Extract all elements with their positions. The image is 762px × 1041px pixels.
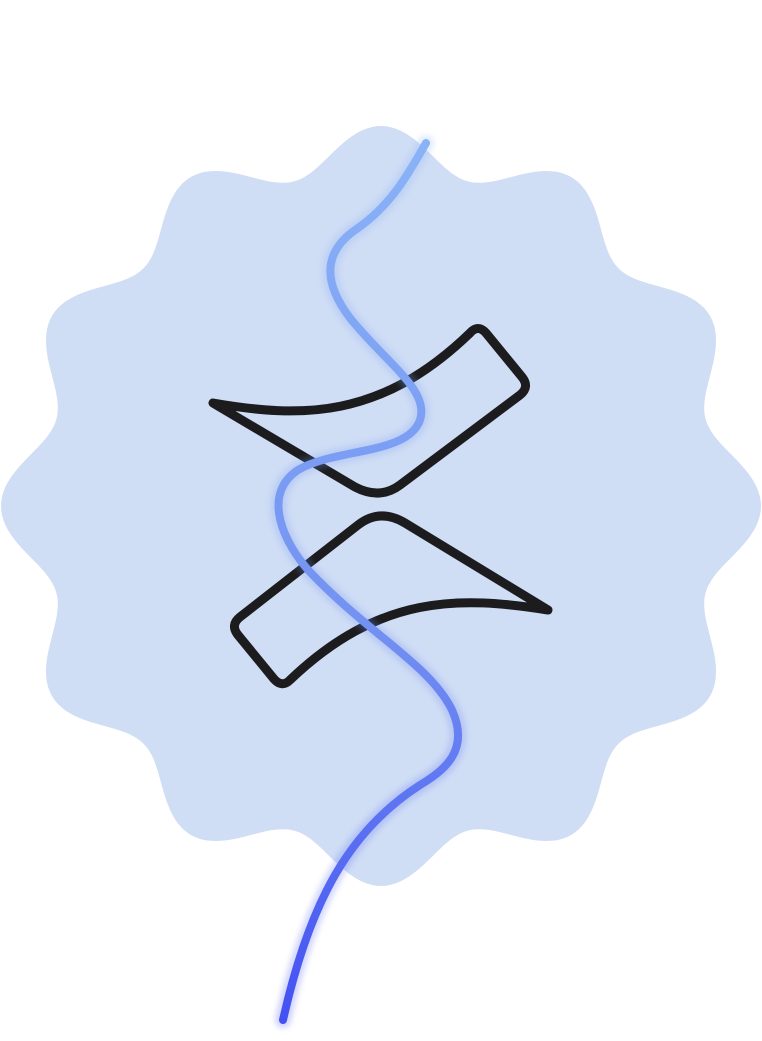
scalloped-badge-shape bbox=[1, 126, 761, 886]
upper-outline-shape bbox=[208, 324, 530, 498]
lower-outline-shape bbox=[230, 511, 553, 689]
wavy-gradient-line bbox=[274, 139, 463, 1024]
